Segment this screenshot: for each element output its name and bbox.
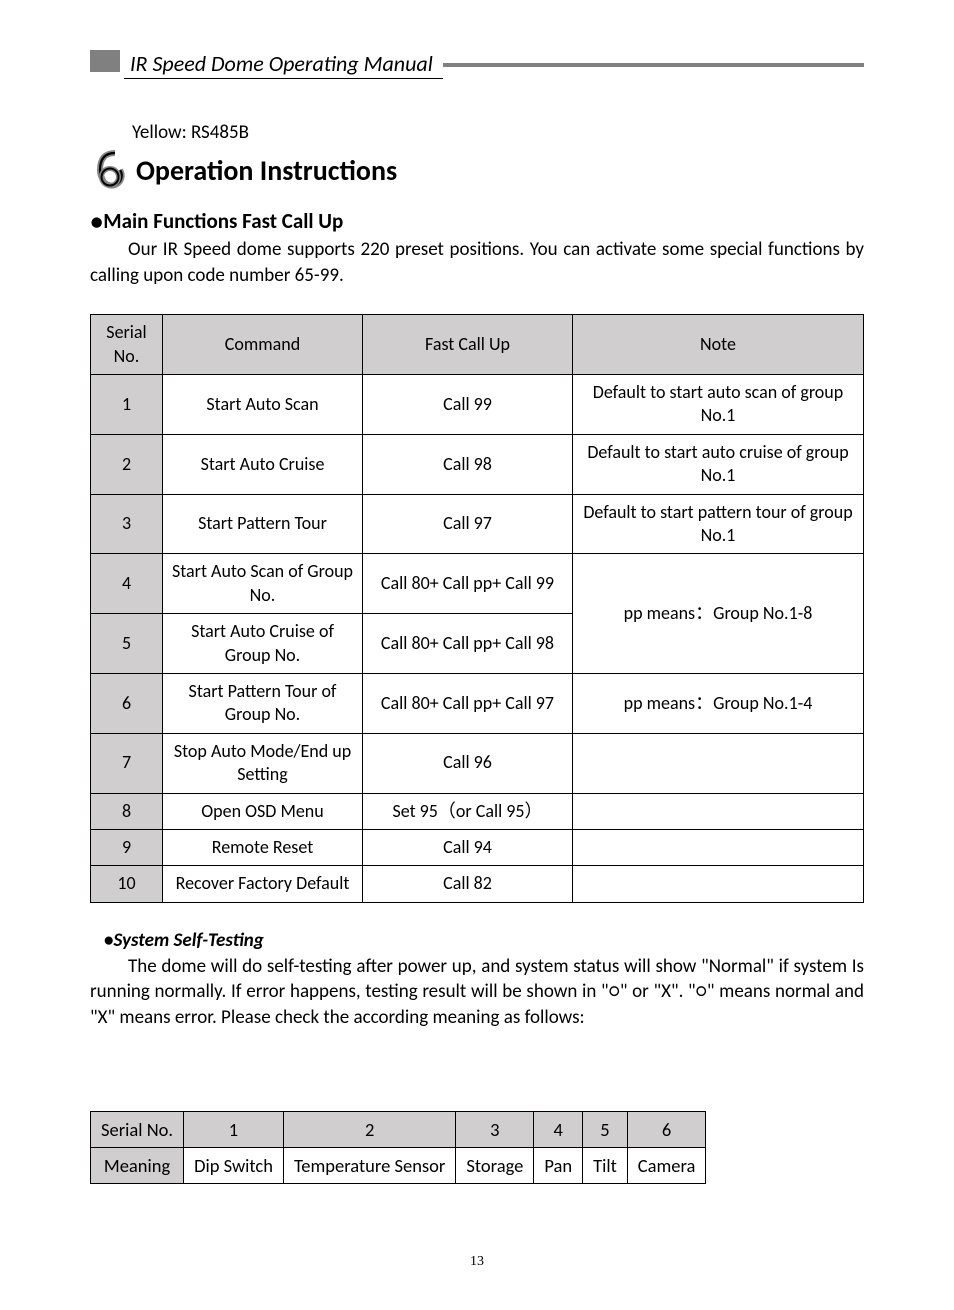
- meaning-5: Tilt: [583, 1147, 628, 1183]
- cell-fastcall: Call 97: [363, 494, 573, 554]
- cell-note: Default to start auto cruise of group No…: [573, 434, 864, 494]
- cell-command: Start Auto Cruise: [163, 434, 363, 494]
- col-serial: Serial No.: [91, 315, 163, 375]
- row-label-serial: Serial No.: [91, 1111, 184, 1147]
- col-command: Command: [163, 315, 363, 375]
- cell-serial: 6: [91, 673, 163, 733]
- cell-serial: 7: [91, 733, 163, 793]
- col-5: 5: [583, 1111, 628, 1147]
- cell-note: [573, 793, 864, 829]
- table-row: 9Remote ResetCall 94: [91, 829, 864, 865]
- section-number-badge: [90, 150, 128, 190]
- cell-command: Start Auto Cruise of Group No.: [163, 614, 363, 674]
- table-row: 1Start Auto ScanCall 99Default to start …: [91, 375, 864, 435]
- wire-color-note: Yellow: RS485B: [132, 121, 864, 144]
- cell-command: Recover Factory Default: [163, 866, 363, 902]
- table-row: 10Recover Factory DefaultCall 82: [91, 866, 864, 902]
- cell-fastcall: Call 80+ Call pp+ Call 98: [363, 614, 573, 674]
- main-functions-body: Our IR Speed dome supports 220 preset po…: [90, 237, 864, 288]
- meaning-2: Temperature Sensor: [283, 1147, 455, 1183]
- header-rule: [443, 50, 864, 79]
- table-row: 3Start Pattern TourCall 97Default to sta…: [91, 494, 864, 554]
- self-test-serial-row: Serial No. 1 2 3 4 5 6: [91, 1111, 706, 1147]
- page-number: 13: [90, 1254, 864, 1270]
- cell-serial: 4: [91, 554, 163, 614]
- meaning-4: Pan: [534, 1147, 583, 1183]
- col-note: Note: [573, 315, 864, 375]
- cell-command: Start Pattern Tour: [163, 494, 363, 554]
- page-header: IR Speed Dome Operating Manual: [90, 50, 864, 79]
- cell-note: [573, 829, 864, 865]
- self-test-table: Serial No. 1 2 3 4 5 6 Meaning Dip Switc…: [90, 1111, 706, 1184]
- table-row: 6Start Pattern Tour of Group No.Call 80+…: [91, 673, 864, 733]
- cell-note: [573, 733, 864, 793]
- cell-note: pp means：Group No.1-4: [573, 673, 864, 733]
- section-heading-row: Operation Instructions: [90, 150, 864, 190]
- cell-note: pp means：Group No.1-8: [573, 554, 864, 674]
- meaning-3: Storage: [456, 1147, 534, 1183]
- col-1: 1: [184, 1111, 284, 1147]
- fast-call-table: Serial No. Command Fast Call Up Note 1St…: [90, 314, 864, 902]
- cell-command: Open OSD Menu: [163, 793, 363, 829]
- cell-command: Remote Reset: [163, 829, 363, 865]
- cell-command: Stop Auto Mode/End up Setting: [163, 733, 363, 793]
- self-test-heading-text: System Self-Testing: [113, 929, 263, 952]
- col-6: 6: [627, 1111, 706, 1147]
- cell-fastcall: Call 98: [363, 434, 573, 494]
- col-fastcall: Fast Call Up: [363, 315, 573, 375]
- main-functions-heading: ●Main Functions Fast Call Up: [90, 208, 864, 235]
- cell-fastcall: Call 82: [363, 866, 573, 902]
- col-2: 2: [283, 1111, 455, 1147]
- cell-note: Default to start auto scan of group No.1: [573, 375, 864, 435]
- cell-serial: 8: [91, 793, 163, 829]
- cell-serial: 5: [91, 614, 163, 674]
- self-test-meaning-row: Meaning Dip Switch Temperature Sensor St…: [91, 1147, 706, 1183]
- cell-fastcall: Call 96: [363, 733, 573, 793]
- table-header-row: Serial No. Command Fast Call Up Note: [91, 315, 864, 375]
- cell-fastcall: Call 80+ Call pp+ Call 99: [363, 554, 573, 614]
- cell-serial: 2: [91, 434, 163, 494]
- cell-serial: 10: [91, 866, 163, 902]
- table-row: 2Start Auto CruiseCall 98Default to star…: [91, 434, 864, 494]
- cell-note: Default to start pattern tour of group N…: [573, 494, 864, 554]
- cell-command: Start Auto Scan: [163, 375, 363, 435]
- cell-fastcall: Set 95（or Call 95）: [363, 793, 573, 829]
- table-row: 8Open OSD MenuSet 95（or Call 95）: [91, 793, 864, 829]
- cell-serial: 9: [91, 829, 163, 865]
- meaning-6: Camera: [627, 1147, 706, 1183]
- self-test-body: The dome will do self-testing after powe…: [90, 954, 864, 1031]
- header-accent-block: [90, 50, 120, 72]
- cell-serial: 1: [91, 375, 163, 435]
- cell-fastcall: Call 99: [363, 375, 573, 435]
- self-test-heading: •System Self-Testing: [104, 929, 864, 952]
- cell-fastcall: Call 80+ Call pp+ Call 97: [363, 673, 573, 733]
- cell-command: Start Auto Scan of Group No.: [163, 554, 363, 614]
- section-title: Operation Instructions: [136, 153, 397, 188]
- table-row: 7Stop Auto Mode/End up SettingCall 96: [91, 733, 864, 793]
- cell-note: [573, 866, 864, 902]
- main-functions-heading-text: Main Functions Fast Call Up: [103, 208, 343, 234]
- meaning-1: Dip Switch: [184, 1147, 284, 1183]
- cell-fastcall: Call 94: [363, 829, 573, 865]
- table-row: 4Start Auto Scan of Group No.Call 80+ Ca…: [91, 554, 864, 614]
- row-label-meaning: Meaning: [91, 1147, 184, 1183]
- col-4: 4: [534, 1111, 583, 1147]
- cell-command: Start Pattern Tour of Group No.: [163, 673, 363, 733]
- col-3: 3: [456, 1111, 534, 1147]
- header-title: IR Speed Dome Operating Manual: [124, 50, 443, 79]
- bullet-icon: ●: [90, 208, 103, 235]
- cell-serial: 3: [91, 494, 163, 554]
